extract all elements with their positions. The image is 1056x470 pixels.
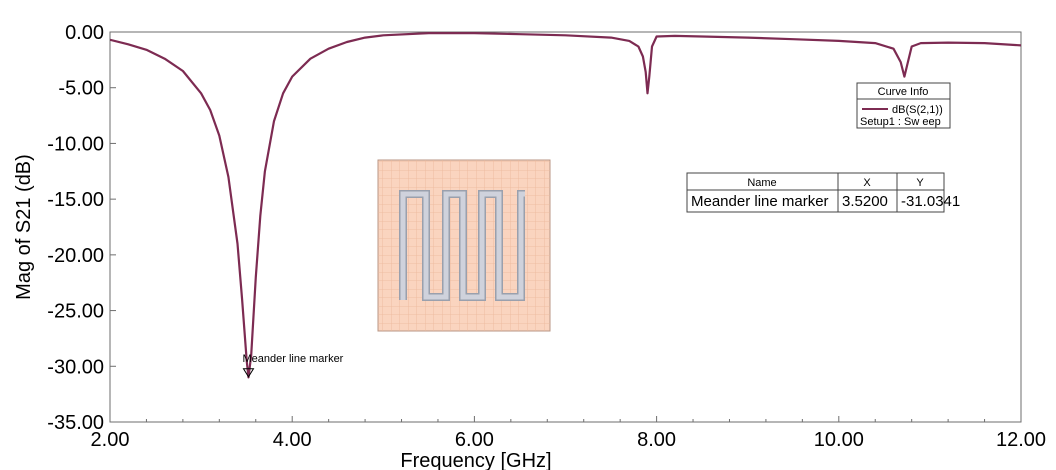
s21-curve: [110, 32, 1021, 379]
table-cell-x: 3.5200: [842, 193, 888, 210]
table-header-name: Name: [747, 177, 776, 189]
x-tick-label: 6.00: [455, 429, 494, 451]
x-axis-label: Frequency [GHz]: [400, 450, 551, 470]
legend-setup: Setup1 : Sw eep: [860, 116, 941, 128]
y-tick-label: -30.00: [47, 356, 104, 378]
x-tick-label: 8.00: [637, 429, 676, 451]
y-axis: 0.00 -5.00 -10.00 -15.00 -20.00 -25.00 -30.00 -…: [47, 22, 116, 434]
y-tick-label: 0.00: [65, 22, 104, 44]
x-tick-label: 2.00: [91, 429, 130, 451]
x-tick-label: 10.00: [814, 429, 864, 451]
y-tick-label: -35.00: [47, 412, 104, 434]
y-tick-label: -5.00: [58, 78, 104, 100]
marker-triangle: [242, 368, 255, 378]
table-header-y: Y: [916, 177, 924, 189]
plot-area: [109, 31, 1022, 423]
table-header-x: X: [863, 177, 871, 189]
marker-label: Meander line marker: [242, 353, 343, 365]
y-tick-label: -20.00: [47, 245, 104, 267]
x-tick-label: 12.00: [996, 429, 1046, 451]
y-tick-label: -10.00: [47, 133, 104, 155]
marker-table: Name X Y Meander line marker 3.5200 -31.…: [686, 172, 960, 213]
legend-title: Curve Info: [878, 86, 929, 98]
table-cell-y: -31.0341: [901, 193, 960, 210]
x-tick-label: 4.00: [273, 429, 312, 451]
x-axis: 2.00 4.00 6.00 8.00 10.00 12.00: [91, 416, 1046, 451]
legend: Curve Info dB(S(2,1)) Setup1 : Sw eep: [856, 82, 951, 129]
legend-entry: dB(S(2,1)): [892, 104, 943, 116]
y-tick-label: -15.00: [47, 189, 104, 211]
table-cell-name: Meander line marker: [691, 193, 829, 210]
meander-line-inset: [377, 159, 551, 332]
y-tick-label: -25.00: [47, 301, 104, 323]
y-axis-label: Mag of S21 (dB): [13, 154, 35, 300]
